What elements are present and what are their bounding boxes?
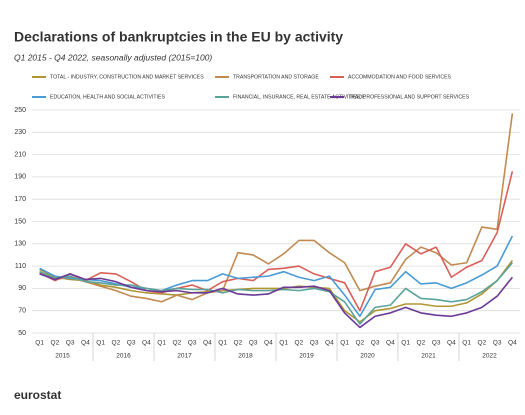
y-tick-label: 130 — [14, 241, 26, 248]
y-tick-label: 230 — [14, 129, 26, 136]
chart-subtitle: Q1 2015 - Q4 2022, seasonally adjusted (… — [14, 52, 212, 62]
year-label: 2020 — [360, 353, 375, 360]
x-tick-label: Q3 — [310, 340, 319, 347]
chart-title: Declarations of bankruptcies in the EU b… — [14, 29, 343, 45]
year-label: 2018 — [238, 353, 253, 360]
x-tick-label: Q3 — [432, 340, 441, 347]
series-line — [39, 273, 514, 329]
x-tick-label: Q3 — [493, 340, 502, 347]
year-label: 2016 — [116, 353, 131, 360]
x-tick-label: Q2 — [51, 340, 60, 347]
year-label: 2015 — [55, 353, 70, 360]
year-label: 2019 — [299, 353, 314, 360]
series-line — [39, 260, 514, 323]
year-label: 2022 — [482, 353, 497, 360]
x-tick-label: Q2 — [295, 340, 304, 347]
x-tick-label: Q2 — [234, 340, 243, 347]
x-tick-label: Q4 — [508, 340, 517, 347]
x-tick-label: Q1 — [340, 340, 349, 347]
x-tick-label: Q2 — [356, 340, 365, 347]
y-tick-label: 190 — [14, 174, 26, 181]
y-tick-label: 70 — [18, 308, 26, 315]
legend-label: TRADE — [348, 94, 366, 100]
source-logo: eurostat — [14, 388, 61, 402]
x-tick-label: Q3 — [66, 340, 75, 347]
x-tick-label: Q4 — [386, 340, 395, 347]
x-tick-label: Q4 — [81, 340, 90, 347]
x-tick-label: Q2 — [112, 340, 121, 347]
y-tick-label: 170 — [14, 196, 26, 203]
legend-label: ACCOMMODATION AND FOOD SERVICES — [348, 74, 452, 80]
x-tick-label: Q1 — [401, 340, 410, 347]
y-tick-label: 150 — [14, 218, 26, 225]
x-tick-label: Q3 — [371, 340, 380, 347]
x-tick-label: Q4 — [142, 340, 151, 347]
x-tick-label: Q4 — [264, 340, 273, 347]
year-label: 2017 — [177, 353, 192, 360]
x-tick-label: Q3 — [188, 340, 197, 347]
x-tick-label: Q4 — [447, 340, 456, 347]
x-tick-label: Q4 — [203, 340, 212, 347]
x-tick-label: Q1 — [35, 340, 44, 347]
y-tick-label: 110 — [15, 263, 26, 270]
x-tick-label: Q1 — [96, 340, 105, 347]
legend-label: EDUCATION, HEALTH AND SOCIAL ACTIVITIES — [50, 94, 165, 100]
x-tick-label: Q1 — [218, 340, 227, 347]
x-tick-label: Q1 — [157, 340, 166, 347]
x-tick-label: Q1 — [462, 340, 471, 347]
x-tick-label: Q3 — [127, 340, 136, 347]
y-tick-label: 90 — [18, 285, 26, 292]
x-tick-label: Q2 — [173, 340, 182, 347]
x-tick-label: Q3 — [249, 340, 258, 347]
x-tick-label: Q4 — [325, 340, 334, 347]
legend-label: FINANCIAL, INSURANCE, REAL ESTATE ACTIVI… — [233, 94, 470, 100]
y-tick-label: 210 — [14, 151, 26, 158]
x-tick-label: Q2 — [478, 340, 487, 347]
x-tick-label: Q2 — [417, 340, 426, 347]
legend-label: TOTAL - INDUSTRY, CONSTRUCTION AND MARKE… — [50, 74, 204, 80]
year-label: 2021 — [421, 353, 436, 360]
y-tick-label: 250 — [14, 107, 26, 114]
x-tick-label: Q1 — [279, 340, 288, 347]
series-line — [39, 113, 514, 303]
legend-label: TRANSPORTATION AND STORAGE — [233, 74, 319, 80]
y-tick-label: 50 — [18, 330, 26, 337]
series-line — [39, 171, 514, 312]
